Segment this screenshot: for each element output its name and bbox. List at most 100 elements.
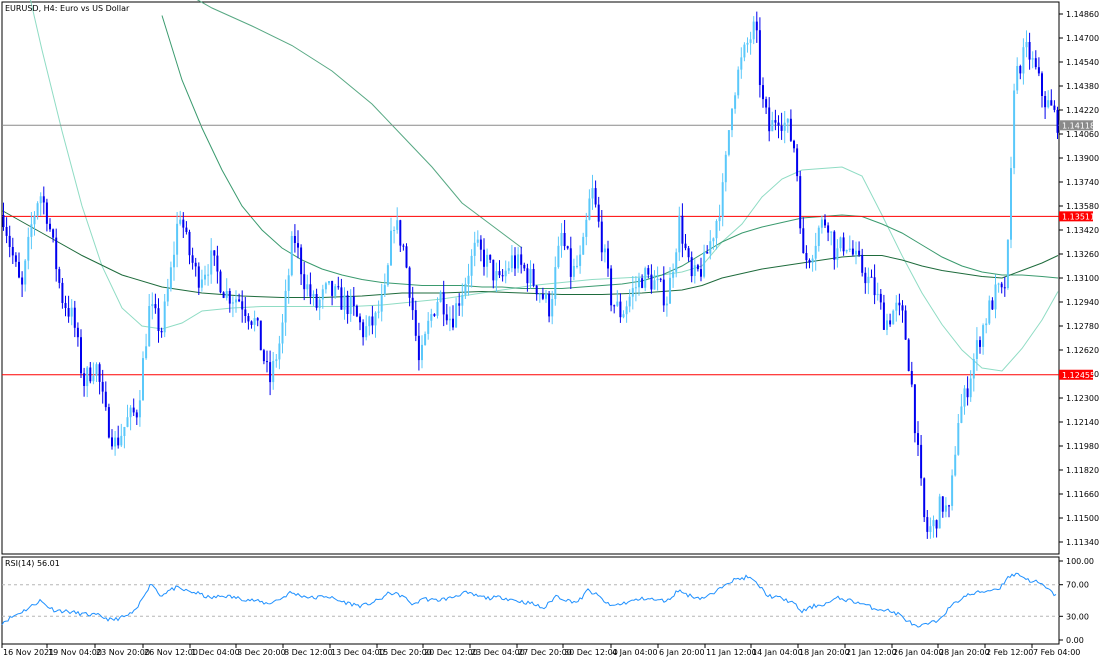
candle-body [473,242,476,256]
candle-body [752,21,755,40]
time-tick-label: 21 Jan 12:00 [846,648,897,657]
candle-body [114,437,117,447]
candle-body [399,220,402,246]
candle-body [944,505,947,512]
rsi-pane-frame [1,556,1060,645]
candle-body [879,293,882,303]
candle-body [14,255,17,262]
candle-body [898,302,901,306]
candle-body [1006,239,1009,288]
candle-body [715,221,718,239]
candle-body [607,248,609,269]
candle-body [145,346,148,359]
candle-body [811,258,814,263]
candle-body [662,279,665,306]
price-tick-label: 1.13260 [1066,250,1099,259]
candle-body [700,269,702,277]
candle-body [300,247,303,275]
moving-average-line [29,0,1059,372]
price-tick-label: 1.14380 [1066,82,1099,91]
candle-body [789,118,792,141]
candle-body [33,215,36,225]
candle-body [603,248,606,253]
candle-body [507,268,510,271]
candle-body [504,270,507,277]
candle-body [557,245,560,268]
candle-body [287,275,290,291]
candle-body [644,268,647,288]
candle-body [421,344,423,361]
candle-body [231,302,234,304]
candle-body [1031,58,1034,60]
candle-body [197,266,200,288]
candle-body [572,266,575,277]
candle-body [808,260,811,263]
candle-body [824,219,826,226]
candle-body [548,293,551,317]
candle-body [845,250,848,252]
candle-body [61,282,64,303]
candle-body [923,478,926,518]
candle-body [842,237,845,252]
candle-body [737,69,740,96]
candle-body [160,330,163,333]
candle-body [830,231,833,233]
candle-body [476,239,479,243]
rsi-levels [2,584,1059,617]
candle-body [1053,105,1056,110]
candle-body [569,248,572,277]
candle-body [467,275,470,284]
level-price-tag-label: 1.13511 [1062,212,1095,221]
candle-body [92,375,95,382]
candle-body [576,265,578,267]
candle-body [994,284,997,310]
candle-body [731,108,733,131]
candle-body [405,246,408,268]
candle-body [359,316,361,323]
candle-body [200,279,203,288]
rsi-tick-label: 0.00 [1066,636,1084,645]
candle-body [111,437,113,447]
candle-body [210,250,213,275]
candle-body [876,293,879,296]
candle-body [1056,109,1059,133]
candle-body [985,323,988,326]
candle-body [45,202,48,224]
candle-body [321,289,324,300]
time-tick-label: 16 Nov 2021 [3,648,54,657]
candle-body [368,316,371,327]
candle-body [219,271,222,293]
candle-body [613,305,616,307]
candle-body [253,318,256,325]
candle-body [774,120,777,123]
candle-body [851,248,854,255]
candle-body [396,220,399,230]
candle-body [21,277,24,285]
candle-body [402,245,405,247]
candle-body [1019,66,1022,74]
candle-body [132,407,135,413]
candle-body [895,302,898,311]
candle-body [80,337,82,374]
candle-body [182,219,185,228]
candle-body [975,340,978,359]
candle-body [749,39,752,43]
time-tick-label: 19 Nov 04:00 [48,648,102,657]
level-price-tag-label: 1.12455 [1062,371,1095,380]
candle-body [36,203,39,216]
candle-body [461,295,464,306]
candle-body [907,339,910,371]
candle-body [244,309,247,316]
candle-body [362,322,365,338]
candle-body [309,284,312,297]
candle-body [882,302,885,330]
candle-body [684,243,687,249]
candle-body [740,57,743,70]
price-tick-label: 1.12780 [1066,322,1099,331]
time-tick-label: 18 Jan 20:00 [799,648,850,657]
candle-body [889,320,892,325]
candle-body [1003,287,1006,289]
candle-body [855,250,857,255]
candle-body [982,325,985,347]
rsi-axis: 100.00 70.00 30.00 0.00 [1059,557,1094,645]
